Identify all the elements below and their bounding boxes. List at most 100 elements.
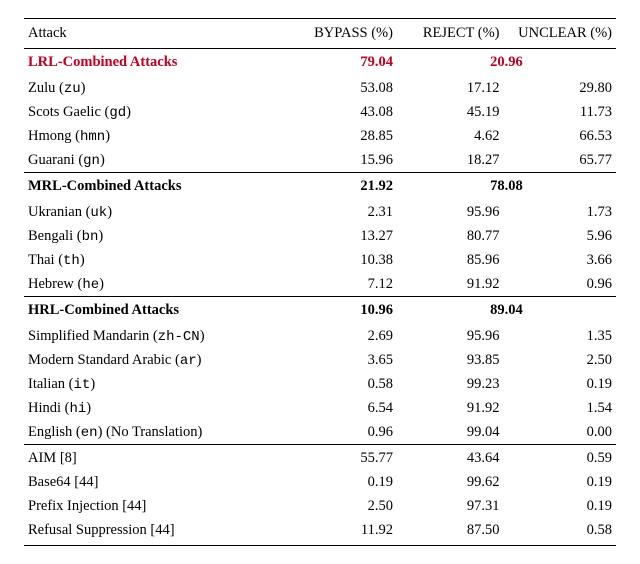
unclear-value: 0.96	[504, 272, 617, 297]
attack-label: Italian (it)	[24, 372, 290, 396]
bypass-value: 11.92	[290, 519, 397, 546]
table-row: Base64 [44]0.1999.620.19	[24, 471, 616, 495]
reject-value: 87.50	[397, 519, 504, 546]
table-row: Scots Gaelic (gd)43.0845.1911.73	[24, 100, 616, 124]
bypass-value: 55.77	[290, 445, 397, 471]
bypass-value: 15.96	[290, 148, 397, 173]
reject-value: 43.64	[397, 445, 504, 471]
group-combined-rest: 20.96	[397, 49, 616, 77]
unclear-value: 1.54	[504, 396, 617, 420]
attack-label: Prefix Injection [44]	[24, 495, 290, 519]
reject-value: 99.62	[397, 471, 504, 495]
attack-label: Guarani (gn)	[24, 148, 290, 173]
reject-value: 4.62	[397, 124, 504, 148]
unclear-value: 29.80	[504, 76, 617, 100]
table-row: Refusal Suppression [44]11.9287.500.58	[24, 519, 616, 546]
col-unclear-header: UNCLEAR (%)	[504, 19, 617, 49]
table-row: Zulu (zu)53.0817.1229.80	[24, 76, 616, 100]
group-title: LRL-Combined Attacks	[24, 49, 290, 77]
unclear-value: 0.58	[504, 519, 617, 546]
table-row: Italian (it)0.5899.230.19	[24, 372, 616, 396]
reject-value: 45.19	[397, 100, 504, 124]
unclear-value: 0.59	[504, 445, 617, 471]
attack-label: Bengali (bn)	[24, 224, 290, 248]
group-header-row: HRL-Combined Attacks10.9689.04	[24, 297, 616, 325]
unclear-value: 1.73	[504, 200, 617, 224]
bypass-value: 2.69	[290, 324, 397, 348]
table-row: Hmong (hmn)28.854.6266.53	[24, 124, 616, 148]
unclear-value: 3.66	[504, 248, 617, 272]
attack-label: English (en) (No Translation)	[24, 420, 290, 445]
table-row: AIM [8]55.7743.640.59	[24, 445, 616, 471]
unclear-value: 11.73	[504, 100, 617, 124]
attack-label: Hebrew (he)	[24, 272, 290, 297]
bypass-value: 53.08	[290, 76, 397, 100]
col-bypass-header: BYPASS (%)	[290, 19, 397, 49]
bypass-value: 10.38	[290, 248, 397, 272]
bypass-value: 3.65	[290, 348, 397, 372]
unclear-value: 0.00	[504, 420, 617, 445]
attack-label: Simplified Mandarin (zh-CN)	[24, 324, 290, 348]
unclear-value: 0.19	[504, 471, 617, 495]
unclear-value: 5.96	[504, 224, 617, 248]
table-header-row: Attack BYPASS (%) REJECT (%) UNCLEAR (%)	[24, 19, 616, 49]
attack-label: Hindi (hi)	[24, 396, 290, 420]
reject-value: 17.12	[397, 76, 504, 100]
table-row: Guarani (gn)15.9618.2765.77	[24, 148, 616, 173]
bypass-value: 6.54	[290, 396, 397, 420]
reject-value: 91.92	[397, 396, 504, 420]
group-bypass: 21.92	[290, 173, 397, 201]
group-combined-rest: 89.04	[397, 297, 616, 325]
attack-label: Thai (th)	[24, 248, 290, 272]
reject-value: 80.77	[397, 224, 504, 248]
reject-value: 91.92	[397, 272, 504, 297]
reject-value: 93.85	[397, 348, 504, 372]
unclear-value: 1.35	[504, 324, 617, 348]
table-row: Ukranian (uk)2.3195.961.73	[24, 200, 616, 224]
group-combined-rest: 78.08	[397, 173, 616, 201]
unclear-value: 65.77	[504, 148, 617, 173]
table-row: Thai (th)10.3885.963.66	[24, 248, 616, 272]
reject-value: 97.31	[397, 495, 504, 519]
bypass-value: 0.96	[290, 420, 397, 445]
bypass-value: 7.12	[290, 272, 397, 297]
attack-label: Ukranian (uk)	[24, 200, 290, 224]
reject-value: 85.96	[397, 248, 504, 272]
group-title: MRL-Combined Attacks	[24, 173, 290, 201]
col-reject-header: REJECT (%)	[397, 19, 504, 49]
table-row: Simplified Mandarin (zh-CN)2.6995.961.35	[24, 324, 616, 348]
bypass-value: 2.31	[290, 200, 397, 224]
group-title: HRL-Combined Attacks	[24, 297, 290, 325]
table-row: Modern Standard Arabic (ar)3.6593.852.50	[24, 348, 616, 372]
attack-label: Refusal Suppression [44]	[24, 519, 290, 546]
attack-label: Hmong (hmn)	[24, 124, 290, 148]
bypass-value: 0.58	[290, 372, 397, 396]
attack-label: Scots Gaelic (gd)	[24, 100, 290, 124]
group-bypass: 10.96	[290, 297, 397, 325]
bypass-value: 0.19	[290, 471, 397, 495]
table-row: Bengali (bn)13.2780.775.96	[24, 224, 616, 248]
attack-results-table: Attack BYPASS (%) REJECT (%) UNCLEAR (%)…	[24, 18, 616, 546]
reject-value: 99.23	[397, 372, 504, 396]
reject-value: 95.96	[397, 324, 504, 348]
attack-label: Modern Standard Arabic (ar)	[24, 348, 290, 372]
unclear-value: 0.19	[504, 372, 617, 396]
unclear-value: 66.53	[504, 124, 617, 148]
bypass-value: 13.27	[290, 224, 397, 248]
table-row: Hebrew (he)7.1291.920.96	[24, 272, 616, 297]
group-header-row: MRL-Combined Attacks21.9278.08	[24, 173, 616, 201]
unclear-value: 0.19	[504, 495, 617, 519]
table-row: English (en) (No Translation)0.9699.040.…	[24, 420, 616, 445]
bypass-value: 43.08	[290, 100, 397, 124]
unclear-value: 2.50	[504, 348, 617, 372]
table-row: Prefix Injection [44]2.5097.310.19	[24, 495, 616, 519]
col-attack-header: Attack	[24, 19, 290, 49]
reject-value: 99.04	[397, 420, 504, 445]
attack-label: Zulu (zu)	[24, 76, 290, 100]
bypass-value: 2.50	[290, 495, 397, 519]
reject-value: 18.27	[397, 148, 504, 173]
attack-label: AIM [8]	[24, 445, 290, 471]
table-row: Hindi (hi)6.5491.921.54	[24, 396, 616, 420]
group-header-row: LRL-Combined Attacks79.0420.96	[24, 49, 616, 77]
attack-label: Base64 [44]	[24, 471, 290, 495]
